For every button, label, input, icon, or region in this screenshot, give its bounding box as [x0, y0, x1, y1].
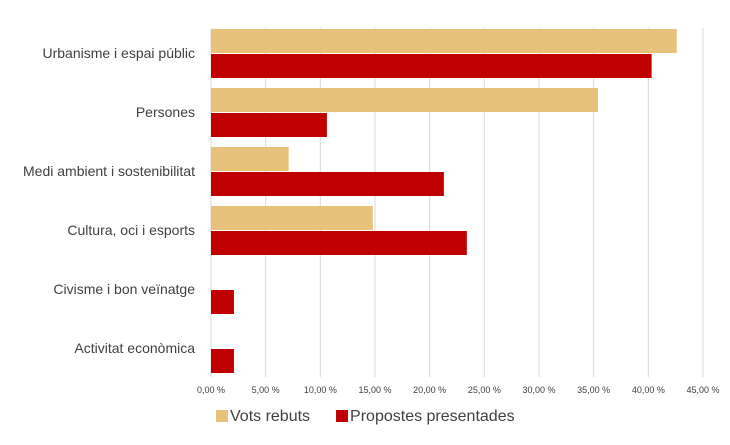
- bar-propostes-0: [211, 54, 652, 78]
- bar-vots-1: [211, 88, 599, 112]
- bar-propostes-3: [211, 231, 467, 255]
- category-label-1: Persones: [136, 104, 195, 120]
- category-label-0: Urbanisme i espai públic: [42, 45, 195, 61]
- bar-vots-0: [211, 29, 677, 53]
- legend-label-1: Propostes presentades: [350, 408, 515, 425]
- bar-propostes-5: [211, 349, 234, 373]
- x-tick-label-6: 30,00 %: [522, 385, 555, 395]
- x-tick-label-2: 10,00 %: [304, 385, 337, 395]
- category-label-2: Medi ambient i sostenibilitat: [23, 163, 195, 179]
- x-tick-label-0: 0,00 %: [197, 385, 225, 395]
- bar-vots-2: [211, 147, 289, 171]
- bar-propostes-1: [211, 113, 327, 137]
- x-tick-label-5: 25,00 %: [468, 385, 501, 395]
- x-tick-label-8: 40,00 %: [632, 385, 665, 395]
- x-tick-label-1: 5,00 %: [252, 385, 280, 395]
- legend-swatch-0: [216, 410, 228, 422]
- legend-swatch-1: [336, 410, 349, 422]
- bar-vots-3: [211, 206, 373, 230]
- legend-label-0: Vots rebuts: [230, 408, 310, 425]
- category-label-4: Civisme i bon veïnatge: [53, 281, 195, 297]
- x-tick-label-3: 15,00 %: [358, 385, 391, 395]
- x-tick-label-7: 35,00 %: [577, 385, 610, 395]
- x-tick-label-9: 45,00 %: [686, 385, 719, 395]
- category-label-3: Cultura, oci i esports: [67, 222, 195, 238]
- bar-propostes-2: [211, 172, 444, 196]
- category-label-5: Activitat econòmica: [74, 340, 195, 356]
- x-tick-label-4: 20,00 %: [413, 385, 446, 395]
- bar-propostes-4: [211, 290, 234, 314]
